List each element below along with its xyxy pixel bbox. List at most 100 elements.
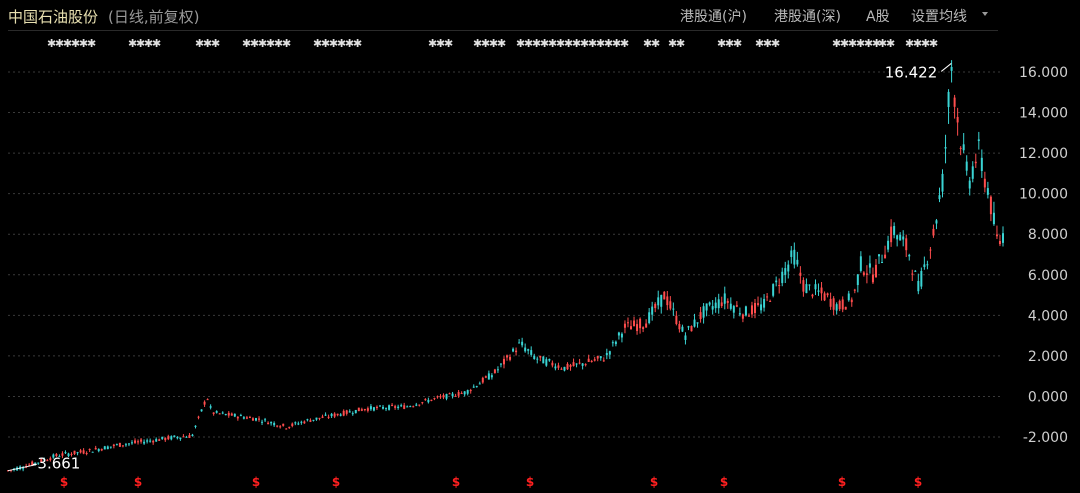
event-marker-icon: ✱ (242, 37, 251, 50)
candle-body (185, 436, 188, 438)
candle-body (726, 300, 729, 303)
candle-body (747, 315, 750, 317)
candle-body (448, 393, 451, 395)
candle-body (560, 368, 563, 370)
candle-body (490, 375, 493, 378)
event-marker-icon: ✱ (436, 37, 445, 50)
candle-body (796, 259, 799, 265)
candle-body (920, 271, 923, 287)
candle-body (663, 291, 666, 300)
event-marker-icon: ✱ (71, 37, 80, 50)
tab-hk-connect-shenzhen[interactable]: 港股通(深) (774, 9, 841, 25)
candle-body (182, 436, 185, 438)
max-pointer (940, 63, 952, 72)
candle-body (212, 412, 215, 414)
candle-body (778, 284, 781, 286)
event-marker-icon: ✱ (353, 37, 362, 50)
candle-body (31, 461, 34, 466)
y-tick-label: -2.000 (1023, 430, 1068, 446)
candle-body (732, 306, 735, 313)
candle-body (823, 293, 826, 301)
event-marker-icon: ✱ (886, 37, 895, 50)
y-tick-label: 16.000 (1019, 65, 1068, 81)
event-marker-icon: ✱ (211, 37, 220, 50)
candle-body (545, 359, 548, 366)
event-marker-icon: ✱ (444, 37, 453, 50)
candle-body (230, 413, 233, 416)
candle-body (868, 263, 871, 268)
candle-body (847, 293, 850, 301)
candle-body (998, 241, 1001, 245)
candle-body (542, 356, 545, 364)
candle-body (457, 392, 460, 396)
candle-body (578, 362, 581, 364)
tab-hk-connect-shanghai[interactable]: 港股通(沪) (680, 9, 747, 25)
candle-body (856, 274, 859, 286)
candle-body (245, 417, 248, 419)
candle-body (593, 359, 596, 361)
candle-body (499, 363, 502, 365)
candle-body (838, 300, 841, 310)
candle-body (327, 416, 330, 418)
candle-body (521, 341, 524, 346)
event-marker-icon: ✱ (580, 37, 589, 50)
y-tick-label: 6.000 (1028, 268, 1068, 284)
candle-body (787, 264, 790, 272)
event-marker-icon: ✱ (313, 37, 322, 50)
event-marker-icon: ✱ (596, 37, 605, 50)
candle-body (896, 235, 899, 240)
candle-body (149, 440, 152, 442)
candle-body (345, 410, 348, 414)
candle-body (959, 147, 962, 149)
candle-body (460, 393, 463, 395)
tab-a-share[interactable]: A股 (866, 9, 890, 25)
candle-body (684, 335, 687, 340)
candle-body (784, 268, 787, 275)
candle-body (826, 293, 829, 296)
candle-body (563, 366, 566, 371)
candle-body (905, 238, 908, 251)
candle-body (430, 399, 433, 401)
candle-body (693, 319, 696, 327)
event-marker-icon: ✱ (717, 37, 726, 50)
candle-body (436, 396, 439, 398)
event-marker-icon: ✱ (840, 37, 849, 50)
stock-name: 中国石油股份 (8, 8, 99, 26)
candle-body (155, 439, 158, 442)
ma-settings-button[interactable]: 设置均线 (911, 9, 967, 25)
candle-body (451, 393, 454, 397)
candle-body (639, 318, 642, 329)
candle-body (611, 342, 614, 344)
candle-body (642, 327, 645, 329)
candle-body (267, 422, 270, 425)
candle-body (729, 303, 732, 309)
event-marker-icon: ✱ (258, 37, 267, 50)
candle-body (43, 459, 46, 461)
event-marker-icon: ✱ (63, 37, 72, 50)
candle-body (415, 404, 418, 406)
candle-body (941, 173, 944, 192)
candle-body (466, 390, 469, 394)
candle-body (862, 272, 865, 276)
candle-body (161, 436, 164, 439)
dividend-marker-icon: $ (452, 475, 460, 489)
event-marker-icon: ✱ (144, 37, 153, 50)
candle-body (321, 416, 324, 418)
candle-body (194, 425, 197, 427)
candle-body (291, 423, 294, 427)
chevron-down-icon[interactable] (982, 12, 988, 16)
candle-body (735, 305, 738, 307)
candle-body (956, 116, 959, 123)
min-pointer (7, 464, 37, 472)
candle-body (357, 407, 360, 412)
event-marker-icon: ✱ (651, 37, 660, 50)
candle-body (227, 412, 230, 416)
max-price-label: 16.422 (885, 63, 938, 81)
candle-body (657, 297, 660, 306)
candle-body (176, 437, 179, 439)
candle-body (173, 435, 176, 438)
candle-body (681, 326, 684, 332)
candle-body (757, 303, 760, 305)
candle-body (590, 360, 593, 363)
